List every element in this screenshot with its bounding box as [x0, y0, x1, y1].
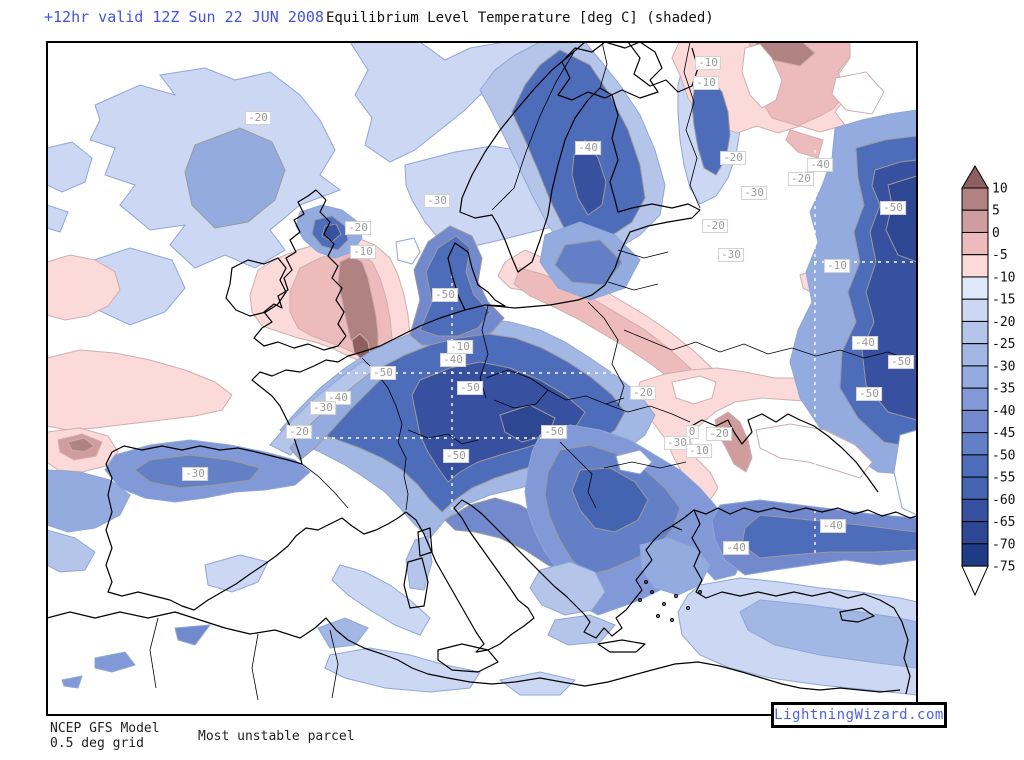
- colorbar-tick-label: -50: [992, 448, 1015, 463]
- colorbar-tick-label: -25: [992, 337, 1015, 352]
- colorbar-down-arrow: [961, 565, 989, 597]
- colorbar-tick-label: 0: [992, 226, 1000, 241]
- valid-time-label: +12hr valid 12Z Sun 22 JUN 2008: [44, 8, 324, 26]
- colorbar-tick-label: 10: [992, 182, 1008, 197]
- colorbar-tick-label: 5: [992, 204, 1000, 219]
- temperature-colorbar: 10 5 0 -5 -10 -15 -20 -25 -30 -35 -40 -45 -50 -55 -60 -…: [952, 158, 1024, 618]
- colorbar-tick-label: -65: [992, 515, 1015, 530]
- colorbar-up-arrow: [961, 165, 989, 189]
- colorbar-tick-label: -55: [992, 471, 1015, 486]
- colorbar-tick-label: -15: [992, 293, 1015, 308]
- colorbar-tick-label: -30: [992, 359, 1015, 374]
- unshaded-holes: [395, 43, 916, 516]
- colorbar-tick-label: -35: [992, 382, 1015, 397]
- colorbar-tick-label: -20: [992, 315, 1015, 330]
- page-title: Equilibrium Level Temperature [deg C] (s…: [326, 10, 714, 26]
- colorbar-tick-label: -70: [992, 537, 1015, 552]
- parcel-label: Most unstable parcel: [198, 729, 355, 744]
- colorbar-tick-label: -45: [992, 426, 1015, 441]
- colorbar-tick-label: -10: [992, 270, 1015, 285]
- coastlines: [48, 43, 916, 695]
- colorbar-tick-label: -5: [992, 248, 1008, 263]
- colorbar-tick-label: -40: [992, 404, 1015, 419]
- grid-label: 0.5 deg grid: [50, 736, 144, 751]
- colorbar-tick-label: -75: [992, 560, 1015, 575]
- model-label: NCEP GFS Model: [50, 721, 160, 736]
- lightningwizard-link[interactable]: LightningWizard.com: [771, 702, 947, 728]
- country-borders: [149, 43, 911, 701]
- colorbar-tick-label: -60: [992, 493, 1015, 508]
